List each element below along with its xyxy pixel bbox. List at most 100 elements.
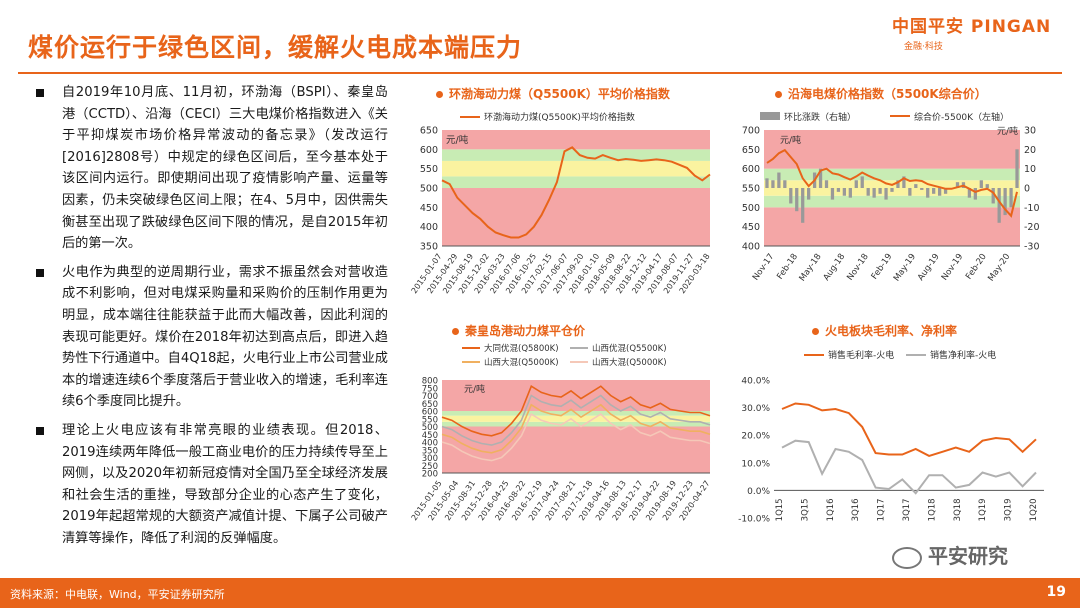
change-bar (902, 176, 906, 188)
bullet-item: 理论上火电应该有非常亮眼的业绩表现。但2018、2019连续两年降低一般工商业电… (36, 420, 388, 550)
y-left-tick-label: 500 (742, 203, 760, 214)
y-right-tick-label: -20 (1024, 222, 1040, 233)
y-tick-label: 500 (422, 423, 438, 433)
change-bar (848, 188, 852, 198)
legend-label: 综合价-5500K（左轴） (914, 111, 1009, 123)
change-bar (890, 188, 894, 192)
price-band (442, 188, 710, 246)
change-bar (818, 168, 823, 188)
series-line (441, 412, 711, 462)
x-tick-label: Nov-19 (940, 252, 966, 283)
change-bar (955, 182, 960, 188)
y-right-tick-label: 10 (1024, 164, 1036, 175)
change-bar (795, 188, 799, 212)
chart4-title: 火电板块毛利率、净利率 (812, 322, 957, 339)
series-line (441, 394, 711, 446)
change-bar (807, 188, 811, 200)
series-line (441, 385, 711, 437)
y-tick-label: 350 (422, 446, 438, 456)
x-tick-label: 1Q19 (978, 498, 988, 521)
series-line (441, 146, 711, 239)
price-band (442, 149, 710, 161)
y-tick-label: 10.0% (741, 459, 770, 469)
dot-icon (775, 91, 782, 98)
x-tick-label: 1Q20 (1029, 498, 1039, 521)
change-bar (884, 188, 888, 200)
y-tick-label: 400 (420, 222, 438, 233)
change-bar (842, 188, 847, 196)
x-tick-label: Nov-17 (751, 252, 777, 283)
y-left-tick-label: 550 (742, 184, 760, 195)
change-bar (836, 188, 841, 192)
x-tick-label: 3Q15 (800, 498, 810, 521)
change-bar (967, 188, 972, 198)
change-bar (979, 180, 983, 188)
bullet-square-icon (36, 89, 44, 97)
y-tick-label: -10.0% (738, 515, 770, 525)
series-line (441, 403, 711, 454)
change-bar (920, 188, 924, 190)
change-bar (1015, 149, 1019, 188)
x-tick-label: Feb-19 (870, 252, 895, 281)
y-tick-label: 0.0% (747, 487, 770, 497)
change-bar (854, 180, 858, 188)
y-tick-label: 700 (422, 392, 438, 402)
y-right-tick-label: -10 (1024, 203, 1040, 214)
y-right-tick-label: 30 (1024, 126, 1036, 137)
dot-icon (452, 328, 459, 335)
x-tick-label: May-19 (892, 252, 918, 283)
x-tick-label: May-20 (986, 252, 1012, 283)
chart-margin: -10.0% 0.0% 10.0% 20.0% 30.0% 40.0% 销售毛利率-火电 销售… (738, 349, 1044, 525)
chart-ceci-index: 400 450 500 550 600 650 700 -30 -20 -10 0 10 20 30 元/吨… (742, 111, 1040, 283)
unit-left-label: 元/吨 (780, 134, 801, 146)
watermark: 平安研究 (892, 540, 1008, 569)
page-title: 煤价运行于绿色区间，缓解火电成本端压力 (28, 33, 523, 62)
bullet-item: 火电作为典型的逆周期行业，需求不振虽然会对营收造成不利影响，但对电煤采购量和采购… (36, 262, 388, 413)
bullet-text: 理论上火电应该有非常亮眼的业绩表现。但2018、2019连续两年降低一般工商业电… (62, 422, 388, 546)
bullet-text: 自2019年10月底、11月初，环渤海（BSPI）、秦皇岛港（CCTD）、沿海（… (62, 85, 388, 252)
change-bar (914, 184, 918, 188)
logo-sub-text: 金融·科技 (904, 42, 943, 52)
change-bar (830, 188, 835, 200)
change-bar (1003, 188, 1007, 216)
y-tick-label: 250 (422, 462, 438, 472)
change-bar (771, 180, 775, 188)
y-right-tick-label: 20 (1024, 145, 1036, 156)
legend-label: 山西大混(Q5000K) (484, 357, 559, 368)
bullet-square-icon (36, 426, 44, 435)
chart2-title-text: 沿海电煤价格指数（5500K综合价） (788, 87, 987, 101)
y-tick-label: 550 (420, 164, 438, 175)
change-bar (997, 188, 1001, 223)
x-tick-label: 1Q18 (927, 498, 937, 521)
y-tick-label: 200 (422, 470, 438, 480)
y-tick-label: 300 (422, 454, 438, 464)
y-tick-label: 350 (420, 242, 438, 253)
change-bar (777, 172, 781, 188)
wechat-icon (892, 546, 922, 569)
legend-label: 山西优混(Q5500K) (592, 343, 667, 354)
x-tick-label: Feb-20 (964, 252, 989, 281)
chart3-title: 秦皇岛港动力煤平仓价 (452, 322, 585, 339)
y-left-tick-label: 600 (742, 164, 760, 175)
price-band (442, 415, 710, 422)
change-bar (932, 188, 936, 194)
change-bar (985, 184, 989, 188)
price-band (764, 130, 1020, 169)
price-band (442, 160, 710, 177)
price-band (764, 168, 1020, 181)
unit-label: 元/吨 (446, 134, 469, 146)
x-tick-label: 3Q16 (851, 498, 861, 521)
legend-swatch (760, 112, 780, 120)
x-tick-label: 3Q18 (953, 498, 963, 521)
price-line (766, 148, 1018, 218)
price-band (764, 195, 1020, 208)
chart4-title-text: 火电板块毛利率、净利率 (825, 324, 958, 338)
x-tick-label: 3Q19 (1004, 498, 1014, 521)
y-right-tick-label: 0 (1024, 184, 1030, 195)
y-tick-label: 500 (420, 184, 438, 195)
change-bar (860, 176, 864, 188)
unit-label: 元/吨 (464, 383, 485, 395)
change-bar (878, 188, 882, 194)
footer-bar: 资料来源：中电联，Wind，平安证券研究所 19 (0, 578, 1080, 608)
